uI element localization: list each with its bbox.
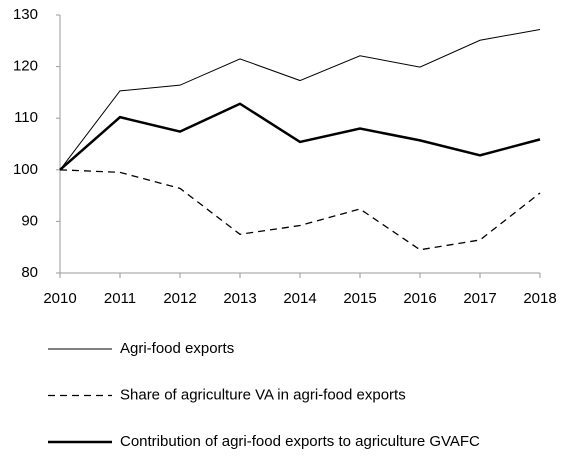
y-tick-label: 120 xyxy=(13,58,38,75)
legend-label: Agri-food exports xyxy=(120,340,234,357)
x-tick-label: 2015 xyxy=(343,290,376,307)
x-tick-label: 2016 xyxy=(403,290,436,307)
y-tick-label: 130 xyxy=(13,6,38,23)
y-tick-label: 110 xyxy=(14,109,38,126)
series-line xyxy=(59,102,541,171)
y-tick-label: 90 xyxy=(21,212,38,229)
x-tick-label: 2014 xyxy=(283,290,316,307)
x-tick-label: 2010 xyxy=(43,290,76,307)
x-tick-label: 2017 xyxy=(463,290,496,307)
x-tick-label: 2013 xyxy=(223,290,256,307)
series-line xyxy=(59,28,541,171)
legend-label: Contribution of agri-food exports to agr… xyxy=(120,433,480,450)
series-line xyxy=(59,169,541,251)
legend-label: Share of agriculture VA in agri-food exp… xyxy=(120,386,406,403)
x-tick-label: 2012 xyxy=(163,290,196,307)
x-tick-label: 2011 xyxy=(104,290,136,307)
x-tick-label: 2018 xyxy=(523,290,556,307)
y-tick-label: 80 xyxy=(21,264,38,281)
y-tick-label: 100 xyxy=(13,161,38,178)
